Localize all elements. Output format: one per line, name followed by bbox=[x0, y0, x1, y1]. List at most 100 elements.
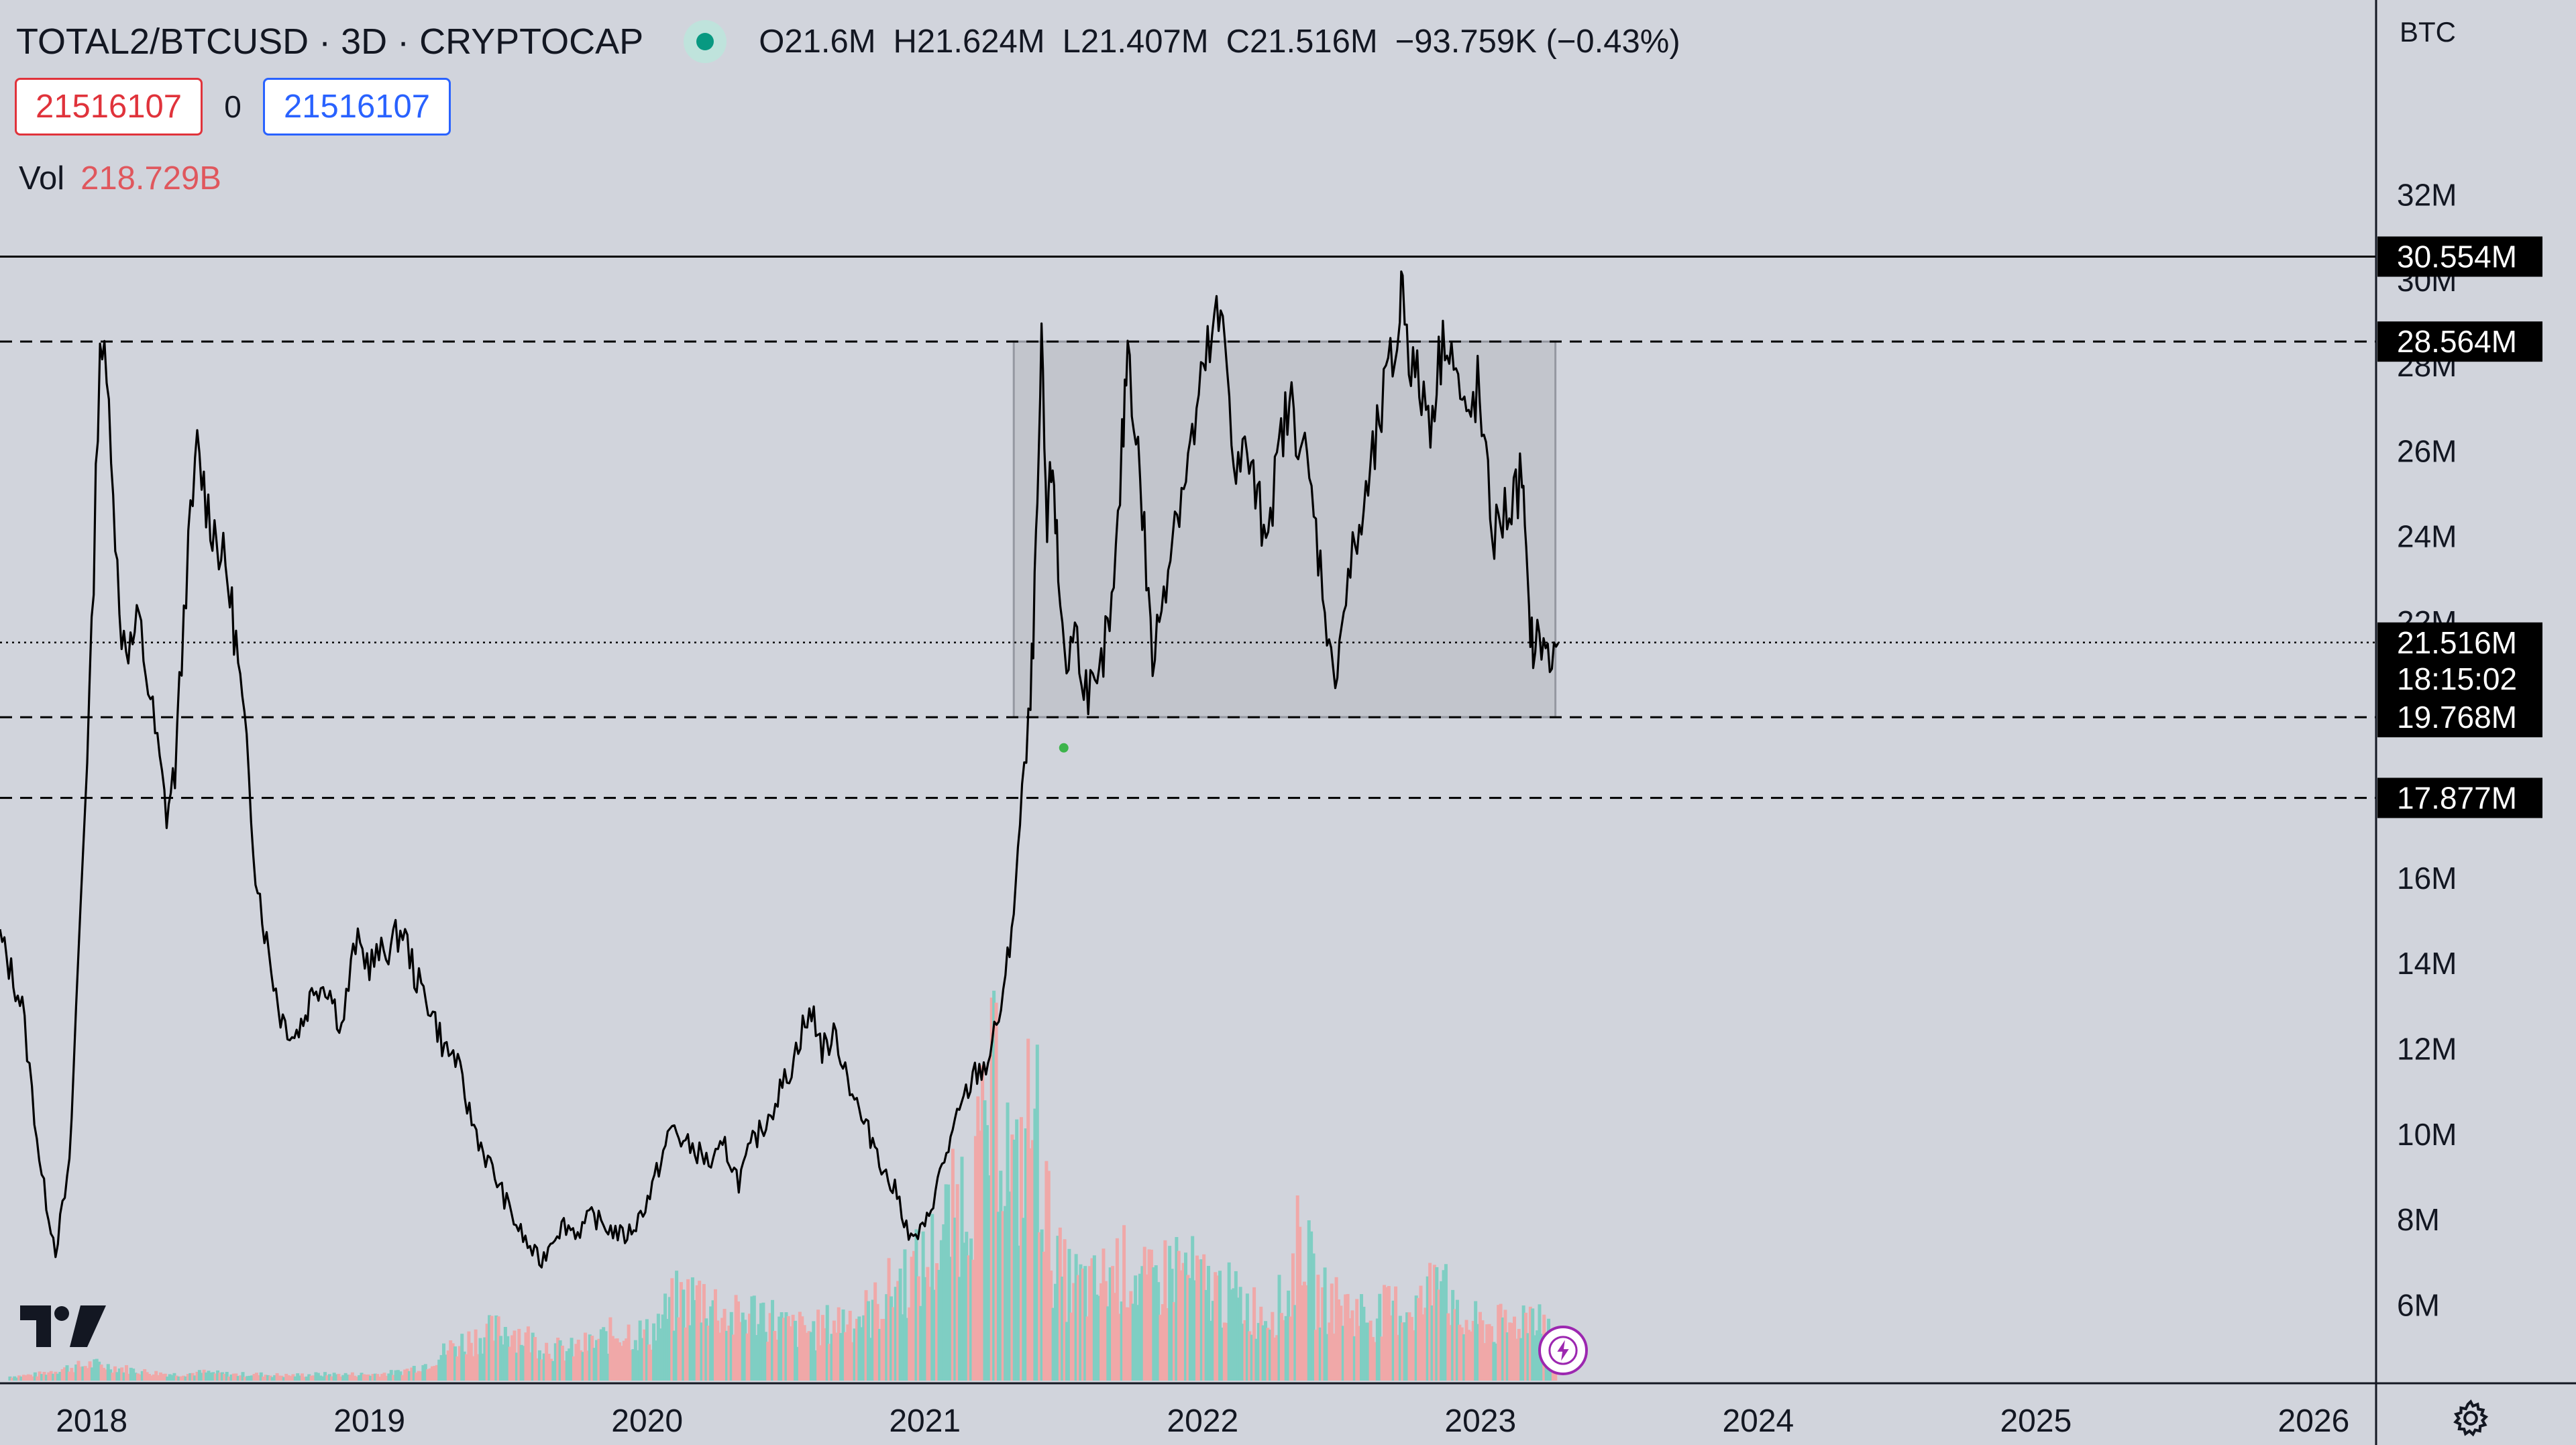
volume-bar bbox=[602, 1327, 606, 1381]
volume-bar bbox=[709, 1306, 713, 1381]
volume-bar bbox=[76, 1360, 80, 1381]
ohlc-close: C21.516M bbox=[1226, 23, 1378, 60]
volume-bar bbox=[1095, 1294, 1099, 1381]
volume-bar bbox=[1371, 1337, 1375, 1381]
ohlc-high: H21.624M bbox=[893, 23, 1045, 60]
volume-bar bbox=[337, 1373, 341, 1381]
volume-bar bbox=[1469, 1331, 1473, 1381]
volume-bar bbox=[690, 1277, 694, 1381]
volume-bar bbox=[451, 1343, 455, 1381]
volume-bar bbox=[280, 1375, 284, 1381]
gear-icon[interactable] bbox=[2450, 1397, 2491, 1439]
volume-bar bbox=[875, 1303, 879, 1381]
volume-bar bbox=[252, 1374, 256, 1381]
volume-bar bbox=[755, 1335, 759, 1381]
volume-bar bbox=[1368, 1320, 1373, 1381]
volume-bar bbox=[586, 1350, 590, 1381]
volume-bar bbox=[955, 1184, 959, 1381]
volume-bar bbox=[1199, 1259, 1203, 1381]
symbol-title[interactable]: TOTAL2/BTCUSD · 3D · CRYPTOCAP bbox=[16, 21, 644, 62]
market-status-indicator[interactable] bbox=[684, 20, 727, 63]
volume-bar bbox=[537, 1350, 541, 1381]
volume-bar bbox=[1074, 1254, 1078, 1381]
buy-button[interactable]: 21516107 bbox=[263, 78, 451, 136]
volume-bar bbox=[1524, 1312, 1528, 1381]
volume-bar bbox=[1183, 1252, 1187, 1381]
volume-bar bbox=[1179, 1270, 1183, 1381]
volume-bar bbox=[672, 1330, 676, 1381]
volume-bar bbox=[197, 1370, 201, 1381]
volume-legend[interactable]: Vol 218.729B bbox=[19, 160, 221, 197]
level-price-label-bg bbox=[2377, 697, 2542, 738]
volume-bar bbox=[496, 1316, 500, 1381]
volume-bar bbox=[339, 1376, 343, 1381]
volume-bar bbox=[129, 1367, 133, 1381]
tradingview-logo[interactable] bbox=[20, 1305, 107, 1350]
volume-bar bbox=[529, 1352, 533, 1381]
volume-bar bbox=[394, 1370, 398, 1381]
volume-bar bbox=[1357, 1326, 1361, 1381]
volume-bar bbox=[506, 1336, 510, 1381]
volume-bar bbox=[193, 1375, 197, 1381]
volume-bar bbox=[1218, 1271, 1222, 1381]
volume-bar bbox=[800, 1316, 804, 1381]
volume-bar bbox=[101, 1367, 105, 1381]
volume-bar bbox=[1318, 1327, 1322, 1381]
volume-bar bbox=[823, 1328, 827, 1381]
volume-bar bbox=[384, 1375, 388, 1381]
volume-bar bbox=[19, 1376, 23, 1381]
volume-bar bbox=[140, 1371, 144, 1381]
spread-value: 0 bbox=[224, 89, 241, 124]
volume-bar bbox=[179, 1376, 183, 1381]
volume-bar bbox=[613, 1338, 617, 1381]
volume-bar bbox=[460, 1334, 464, 1381]
volume-bar bbox=[113, 1366, 117, 1381]
volume-bar bbox=[682, 1289, 686, 1381]
volume-bar bbox=[1437, 1289, 1441, 1381]
volume-bar bbox=[1309, 1231, 1313, 1381]
sell-button[interactable]: 21516107 bbox=[15, 78, 203, 136]
volume-bar bbox=[485, 1324, 489, 1381]
volume-bar bbox=[752, 1295, 756, 1381]
volume-bar bbox=[1085, 1316, 1089, 1381]
volume-bar bbox=[932, 1289, 936, 1381]
volume-bar bbox=[1191, 1236, 1195, 1381]
volume-bar bbox=[1405, 1312, 1409, 1381]
volume-bar bbox=[423, 1364, 427, 1381]
volume-bar bbox=[1505, 1332, 1509, 1381]
volume-bar bbox=[1004, 1206, 1008, 1381]
volume-bar bbox=[387, 1373, 391, 1381]
volume-bar bbox=[1476, 1324, 1480, 1381]
volume-bar bbox=[168, 1374, 172, 1381]
volume-bar bbox=[745, 1333, 749, 1381]
volume-bar bbox=[1489, 1326, 1493, 1381]
volume-bar bbox=[743, 1320, 747, 1381]
volume-bar bbox=[654, 1340, 658, 1381]
volume-bar bbox=[677, 1317, 681, 1381]
price-axis-tick: 6M bbox=[2397, 1287, 2440, 1322]
volume-bar bbox=[1077, 1275, 1081, 1381]
volume-bar bbox=[348, 1375, 352, 1381]
volume-bar bbox=[1090, 1258, 1094, 1381]
volume-bar bbox=[916, 1276, 920, 1381]
volume-bar bbox=[1172, 1302, 1176, 1381]
lightning-icon[interactable] bbox=[1538, 1326, 1588, 1375]
volume-bar bbox=[1142, 1246, 1146, 1381]
volume-bar bbox=[1015, 1119, 1019, 1381]
volume-bar bbox=[953, 1218, 957, 1381]
price-axis-tick: 26M bbox=[2397, 433, 2457, 468]
volume-bar bbox=[1375, 1318, 1379, 1381]
volume-bar bbox=[684, 1327, 688, 1381]
price-axis-unit[interactable]: BTC bbox=[2400, 16, 2456, 48]
volume-bar bbox=[1414, 1295, 1418, 1381]
volume-bar bbox=[396, 1370, 400, 1381]
level-price-label-bg bbox=[2377, 778, 2542, 818]
price-axis-tick: 32M bbox=[2397, 177, 2457, 212]
volume-bar bbox=[8, 1376, 12, 1381]
volume-bar bbox=[1458, 1324, 1462, 1381]
volume-bar bbox=[887, 1258, 891, 1381]
volume-bar bbox=[1466, 1330, 1470, 1381]
volume-bar bbox=[724, 1330, 729, 1381]
